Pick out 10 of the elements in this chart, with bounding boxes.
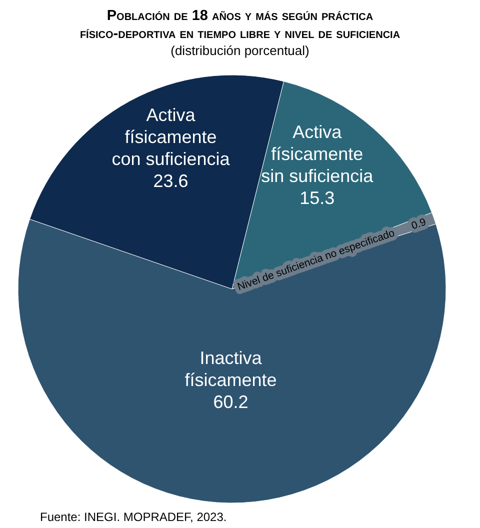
source-note: Fuente: INEGI. MOPRADEF, 2023. xyxy=(40,510,227,524)
slice-label: Inactiva físicamente xyxy=(184,348,277,390)
chart-title: Población de 18 años y más según práctica físico-deportiva en tiempo libre y nivel de suficiencia xyxy=(80,8,400,42)
data-label: 60.2 xyxy=(213,392,248,412)
data-label: 23.6 xyxy=(153,171,188,192)
slice-label: Activa físicamente sin suficiencia xyxy=(261,122,374,186)
data-label: 15.3 xyxy=(300,188,335,208)
data-label: 0.9 xyxy=(410,216,428,232)
slice-label: Activa físicamente con suficiencia xyxy=(112,105,231,170)
chart-subtitle: (distribución porcentual) xyxy=(170,43,310,58)
